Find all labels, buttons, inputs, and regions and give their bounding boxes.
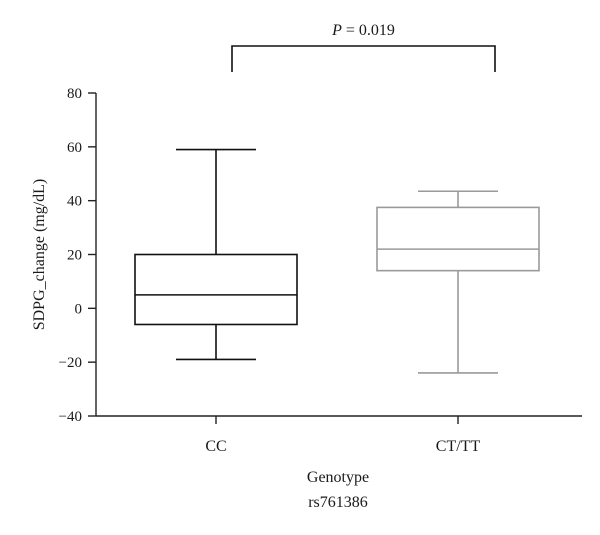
x-tick-label: CC [205,438,226,455]
x-axis-title: Genotype [307,469,369,486]
y-tick-label: 20 [67,248,82,264]
y-tick-label: 80 [67,86,82,102]
y-tick-label: 0 [75,301,83,317]
y-tick-label: −40 [59,409,82,425]
y-tick-label: −20 [59,355,82,371]
bracket-line [231,45,496,72]
x-ticks: CC CT/TT [205,416,480,455]
y-axis-title: SDPG_change (mg/dL) [31,179,48,331]
boxes [134,148,540,374]
box-ct-tt [376,190,540,374]
iqr-box [376,206,540,272]
y-tick-label: 60 [67,140,82,156]
y-tick-label: 40 [67,194,82,210]
p-value-label: P = 0.019 [331,22,395,39]
iqr-box [134,253,298,326]
box-cc [134,148,298,361]
significance-bracket: P = 0.019 [231,22,496,72]
x-axis-subtitle: rs761386 [308,494,368,511]
y-ticks: −40 −20 0 20 40 60 80 [59,86,96,425]
x-tick-label: CT/TT [436,438,481,455]
